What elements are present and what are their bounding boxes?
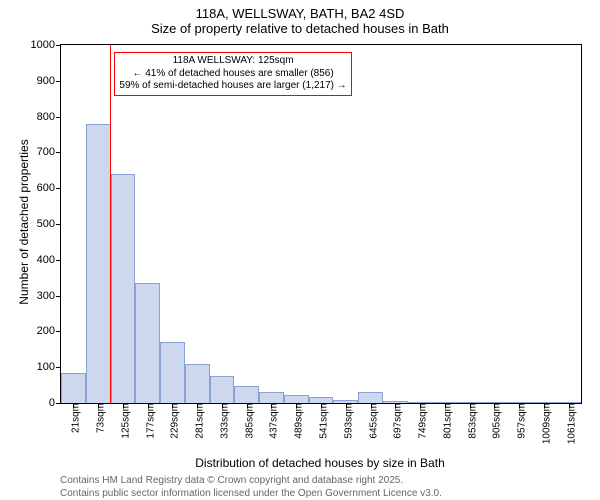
y-tick-mark	[56, 260, 61, 261]
x-tick-label: 801sqm	[436, 403, 453, 439]
x-tick-label: 385sqm	[238, 403, 255, 439]
x-tick-label: 229sqm	[164, 403, 181, 439]
histogram-bar	[160, 342, 185, 403]
y-tick-mark	[56, 367, 61, 368]
y-tick-mark	[56, 152, 61, 153]
x-tick-label: 437sqm	[263, 403, 280, 439]
y-tick-mark	[56, 188, 61, 189]
footer-line-2: Contains public sector information licen…	[60, 487, 442, 500]
y-tick-mark	[56, 45, 61, 46]
x-tick-label: 177sqm	[139, 403, 156, 439]
footer-line-1: Contains HM Land Registry data © Crown c…	[60, 474, 442, 487]
histogram-bar	[284, 395, 309, 403]
y-tick-mark	[56, 296, 61, 297]
y-axis-label: Number of detached properties	[17, 122, 31, 322]
annotation-line: 59% of semi-detached houses are larger (…	[119, 80, 346, 93]
footer-attribution: Contains HM Land Registry data © Crown c…	[60, 474, 442, 500]
x-tick-label: 21sqm	[65, 403, 82, 433]
histogram-bar	[234, 386, 259, 403]
annotation-line: 118A WELLSWAY: 125sqm	[119, 55, 346, 68]
x-tick-label: 541sqm	[313, 403, 330, 439]
histogram-bar	[135, 283, 160, 403]
title-line-2: Size of property relative to detached ho…	[0, 21, 600, 36]
x-tick-label: 1061sqm	[560, 403, 577, 444]
y-tick-mark	[56, 224, 61, 225]
y-tick-mark	[56, 403, 61, 404]
histogram-bar	[259, 392, 284, 403]
histogram-bar	[86, 124, 111, 403]
x-tick-label: 697sqm	[387, 403, 404, 439]
x-tick-label: 749sqm	[412, 403, 429, 439]
chart-container: 118A, WELLSWAY, BATH, BA2 4SD Size of pr…	[0, 0, 600, 500]
y-tick-mark	[56, 117, 61, 118]
x-tick-label: 1009sqm	[535, 403, 552, 444]
annotation-box: 118A WELLSWAY: 125sqm← 41% of detached h…	[114, 52, 351, 96]
x-axis-label: Distribution of detached houses by size …	[195, 456, 444, 470]
x-tick-label: 957sqm	[511, 403, 528, 439]
y-tick-mark	[56, 331, 61, 332]
chart-title: 118A, WELLSWAY, BATH, BA2 4SD Size of pr…	[0, 0, 600, 36]
plot-area: 0100200300400500600700800900100021sqm73s…	[60, 44, 582, 404]
x-tick-label: 645sqm	[362, 403, 379, 439]
histogram-bar	[185, 364, 210, 403]
x-tick-label: 593sqm	[337, 403, 354, 439]
x-tick-label: 125sqm	[114, 403, 131, 439]
marker-line	[110, 45, 111, 403]
x-tick-label: 905sqm	[486, 403, 503, 439]
histogram-bar	[358, 392, 383, 403]
x-tick-label: 281sqm	[189, 403, 206, 439]
annotation-line: ← 41% of detached houses are smaller (85…	[119, 68, 346, 81]
histogram-bar	[210, 376, 235, 403]
x-tick-label: 73sqm	[90, 403, 107, 433]
x-tick-label: 853sqm	[461, 403, 478, 439]
y-tick-mark	[56, 81, 61, 82]
title-line-1: 118A, WELLSWAY, BATH, BA2 4SD	[0, 6, 600, 21]
x-tick-label: 489sqm	[288, 403, 305, 439]
x-tick-label: 333sqm	[213, 403, 230, 439]
histogram-bar	[111, 174, 136, 403]
histogram-bar	[61, 373, 86, 403]
